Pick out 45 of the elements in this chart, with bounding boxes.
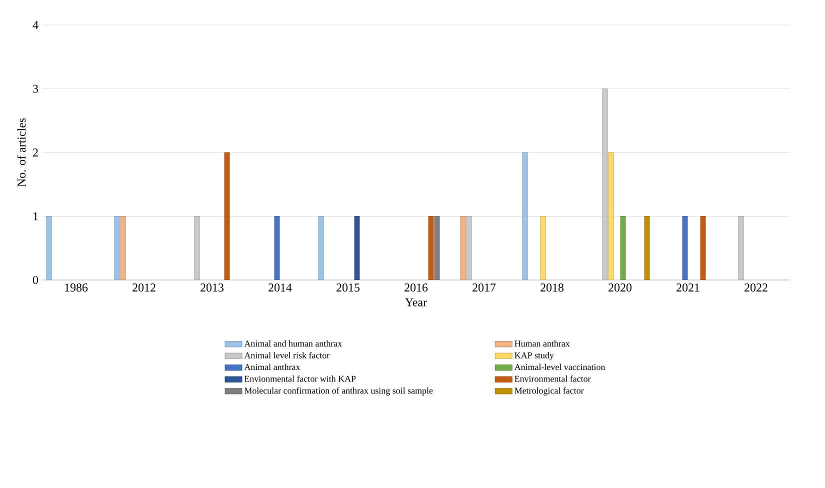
bar xyxy=(46,216,52,280)
x-tick-label: 2015 xyxy=(336,284,360,292)
bar xyxy=(700,216,706,280)
bar xyxy=(620,216,626,280)
x-tick-label: 2014 xyxy=(268,284,292,292)
bar xyxy=(540,216,546,280)
x-axis-title: Year xyxy=(405,298,427,306)
y-axis-title: No. of articles xyxy=(17,118,26,187)
legend-label: Envionmental factor with KAP xyxy=(244,375,356,382)
legend-label: Animal-level vaccination xyxy=(514,364,606,370)
x-tick-label: 2018 xyxy=(540,284,564,292)
y-tick-label: 3 xyxy=(33,84,38,93)
x-tick-label: 1986 xyxy=(65,284,88,292)
y-tick-label: 2 xyxy=(33,148,38,156)
bar xyxy=(434,216,440,280)
x-tick-label: 2017 xyxy=(472,284,496,292)
bar xyxy=(644,216,650,280)
x-tick-label: 2016 xyxy=(404,284,428,292)
y-tick-label: 1 xyxy=(34,212,38,220)
x-tick-label: 2021 xyxy=(676,284,700,292)
bar xyxy=(114,216,120,280)
bar xyxy=(428,216,434,280)
legend-label: Molecular confirmation of anthrax using soil sample xyxy=(244,387,433,396)
y-tick-label: 0 xyxy=(32,276,38,284)
bar xyxy=(274,216,280,280)
x-tick-label: 2020 xyxy=(608,284,632,292)
bar xyxy=(608,152,614,280)
bar xyxy=(460,216,466,280)
x-tick-label: 2022 xyxy=(744,284,768,292)
legend-label: Environmental factor xyxy=(514,375,591,382)
legend-label: KAP study xyxy=(514,352,554,360)
legend-label: Animal anthrax xyxy=(244,364,300,370)
bar xyxy=(120,216,126,280)
y-tick-label: 4 xyxy=(32,21,38,29)
legend-label: Animal and human anthrax xyxy=(244,340,342,347)
legend-label: Animal level risk factor xyxy=(244,352,330,358)
bar xyxy=(522,152,528,280)
bar xyxy=(682,216,688,280)
legend-label: Metrological factor xyxy=(514,387,584,396)
bar xyxy=(354,216,360,280)
bar xyxy=(318,216,324,280)
legend-label: Human anthrax xyxy=(514,340,570,347)
x-tick-label: 2013 xyxy=(200,284,224,292)
bar xyxy=(224,152,230,280)
x-tick-label: 2012 xyxy=(132,284,156,292)
